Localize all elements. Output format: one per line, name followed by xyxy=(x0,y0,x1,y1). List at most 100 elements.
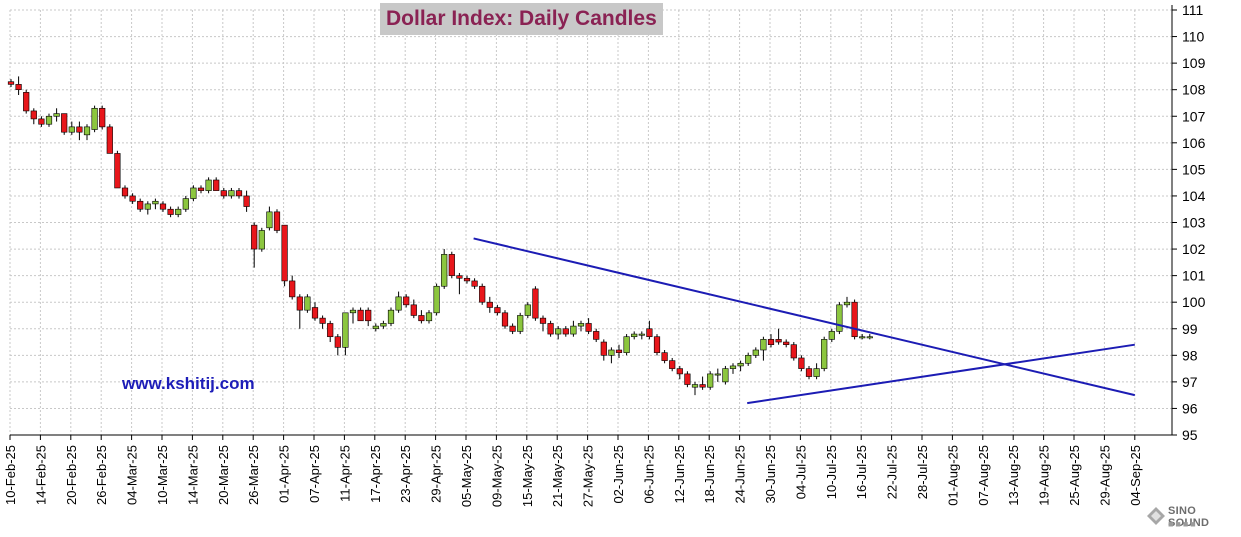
x-tick-label: 22-Jul-25 xyxy=(885,445,900,499)
candle-body xyxy=(334,336,341,348)
candle-body xyxy=(418,315,425,322)
candle-body xyxy=(220,190,227,197)
x-tick-label: 19-Aug-25 xyxy=(1037,445,1052,506)
candle-body xyxy=(813,368,820,377)
candle-body xyxy=(547,323,554,335)
candle-body xyxy=(737,362,744,367)
candle-body xyxy=(380,323,387,327)
sino-sound-logo: SINO SOUND ■■■■ xyxy=(1146,500,1238,534)
candle-body xyxy=(296,296,303,311)
x-tick-label: 20-Mar-25 xyxy=(216,445,231,505)
candle-body xyxy=(152,200,159,205)
candle-body xyxy=(258,230,265,250)
candle-body xyxy=(349,309,357,314)
candle-body xyxy=(684,373,691,385)
x-tick-label: 29-Aug-25 xyxy=(1097,445,1112,506)
candle-body xyxy=(843,301,851,306)
candle-body xyxy=(532,288,539,319)
candle-body xyxy=(524,304,531,316)
x-tick-label: 05-May-25 xyxy=(459,445,474,507)
candle-body xyxy=(623,336,630,353)
x-tick-label: 27-May-25 xyxy=(581,445,596,507)
x-tick-label: 10-Feb-25 xyxy=(3,445,18,505)
candle-body xyxy=(61,113,68,133)
x-tick-label: 07-Aug-25 xyxy=(976,445,991,506)
candle-body xyxy=(182,198,189,210)
candle-body xyxy=(425,312,433,322)
candle-body xyxy=(197,187,205,191)
candle-body xyxy=(289,280,296,298)
candle-body xyxy=(38,118,45,125)
x-tick-label: 13-Aug-25 xyxy=(1006,445,1021,506)
x-tick-label: 24-Jun-25 xyxy=(733,445,748,504)
candle-body xyxy=(463,277,471,282)
x-tick-label: 12-Jun-25 xyxy=(672,445,687,504)
x-tick-label: 28-Jul-25 xyxy=(915,445,930,499)
candle-body xyxy=(175,208,182,215)
x-tick-label: 11-Apr-25 xyxy=(337,445,352,502)
candle-body xyxy=(646,328,653,338)
candle-body xyxy=(45,115,53,125)
x-tick-label: 01-Aug-25 xyxy=(945,445,960,506)
candle-body xyxy=(555,328,562,335)
candle-body xyxy=(83,126,91,136)
candle-body xyxy=(577,323,585,327)
y-tick-label: 103 xyxy=(1182,215,1206,231)
x-tick-label: 10-Mar-25 xyxy=(155,445,170,505)
candle-body xyxy=(805,368,813,377)
candle-body xyxy=(676,368,683,375)
candle-body xyxy=(273,211,281,231)
candle-body xyxy=(23,92,30,112)
candle-body xyxy=(821,339,828,369)
logo-mark-icon xyxy=(1147,507,1165,525)
x-tick-label: 16-Jul-25 xyxy=(854,445,869,499)
candle-body xyxy=(91,107,98,130)
candle-body xyxy=(15,84,22,90)
x-tick-label: 14-Feb-25 xyxy=(33,445,48,505)
candle-body xyxy=(448,254,455,276)
candle-body xyxy=(517,315,524,332)
trendline xyxy=(473,237,1136,397)
x-tick-label: 25-Aug-25 xyxy=(1067,445,1082,506)
candle-body xyxy=(121,187,129,197)
candle-body xyxy=(159,203,167,210)
candle-body xyxy=(836,304,843,332)
candle-body xyxy=(456,275,463,279)
candle-body xyxy=(319,317,326,324)
candle-body xyxy=(722,368,729,383)
candle-body xyxy=(486,301,493,308)
candle-body xyxy=(365,309,372,322)
x-tick-label: 04-Sep-25 xyxy=(1128,445,1143,506)
logo-text: SINO SOUND xyxy=(1168,505,1210,529)
x-tick-label: 09-May-25 xyxy=(489,445,504,507)
candle-body xyxy=(433,285,440,314)
x-tick-label: 17-Apr-25 xyxy=(368,445,383,503)
x-tick-label: 20-Feb-25 xyxy=(64,445,79,505)
candle-body xyxy=(167,208,174,215)
chart-title: Dollar Index: Daily Candles xyxy=(380,3,663,35)
candle-body xyxy=(357,309,364,322)
candle-body xyxy=(387,309,395,324)
candle-body xyxy=(501,312,509,327)
y-tick-label: 98 xyxy=(1182,347,1198,363)
y-tick-label: 100 xyxy=(1182,294,1206,310)
candle-body xyxy=(691,384,699,388)
candle-body xyxy=(653,336,661,353)
y-tick-label: 110 xyxy=(1182,29,1205,45)
x-tick-label: 15-May-25 xyxy=(520,445,535,507)
candle-body xyxy=(251,224,258,250)
y-tick-label: 111 xyxy=(1182,2,1203,18)
candle-body xyxy=(372,325,379,330)
candle-body xyxy=(144,203,151,210)
candle-body xyxy=(866,336,873,339)
candle-body xyxy=(790,344,797,359)
candle-body xyxy=(600,341,607,356)
y-tick-label: 105 xyxy=(1182,161,1206,177)
candle-body xyxy=(585,323,592,332)
candle-body xyxy=(851,301,858,338)
candle-body xyxy=(798,357,805,369)
candle-body xyxy=(311,307,319,319)
candle-body xyxy=(76,126,83,133)
candle-body xyxy=(228,190,235,197)
